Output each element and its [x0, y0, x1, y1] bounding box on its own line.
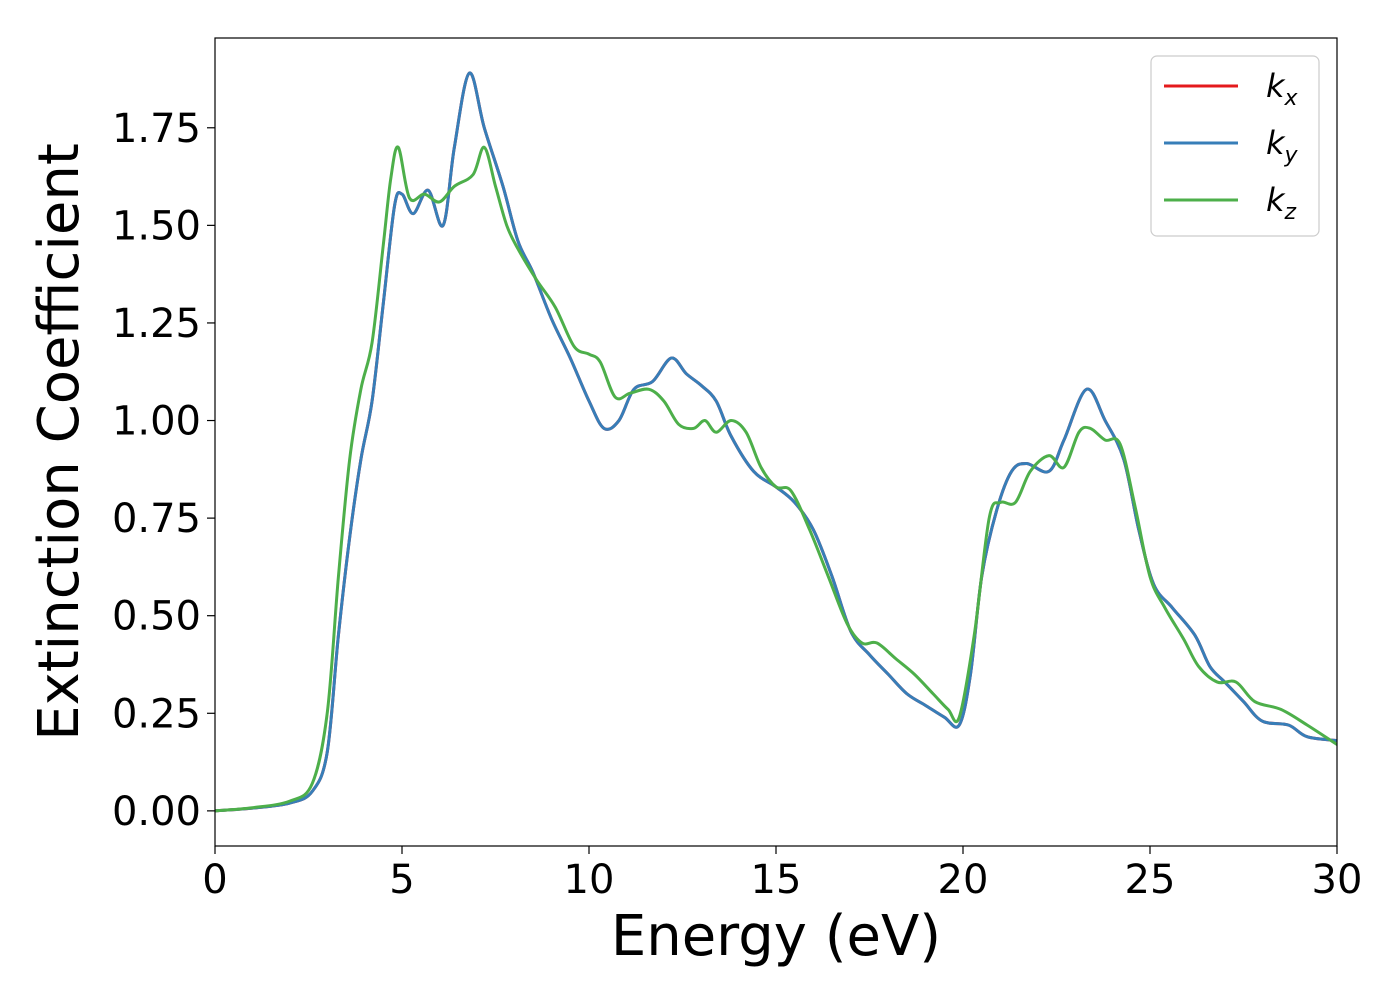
legend-label: kz — [1266, 181, 1297, 225]
y-tick-label: 1.50 — [112, 203, 201, 249]
x-tick-label: 10 — [564, 857, 615, 903]
x-axis-title: Energy (eV) — [611, 904, 941, 969]
y-tick-label: 1.75 — [112, 106, 201, 152]
y-tick-label: 0.00 — [112, 789, 201, 835]
series-line-k-z — [215, 145, 1337, 813]
x-tick-label: 25 — [1125, 857, 1176, 903]
y-tick-label: 0.50 — [112, 594, 201, 640]
y-axis-title: Extinction Coefficient — [27, 143, 92, 741]
y-tick-label: 1.00 — [112, 399, 201, 445]
series-lines — [215, 71, 1337, 813]
y-tick-label: 1.25 — [112, 301, 201, 347]
x-tick-label: 15 — [751, 857, 802, 903]
legend-box — [1150, 55, 1320, 237]
y-axis: 0.00 0.25 0.50 0.75 1.00 1.25 1.50 1.75 — [112, 106, 215, 835]
x-tick-label: 0 — [202, 857, 227, 903]
x-tick-label: 5 — [389, 857, 414, 903]
legend-label: ky — [1266, 124, 1299, 168]
legend: kx ky kz — [1150, 55, 1320, 237]
y-tick-label: 0.25 — [112, 691, 201, 737]
x-tick-label: 20 — [938, 857, 989, 903]
x-axis: 0 5 10 15 20 25 30 — [202, 846, 1362, 903]
y-tick-label: 0.75 — [112, 496, 201, 542]
x-tick-label: 30 — [1312, 857, 1363, 903]
legend-label: kx — [1266, 67, 1299, 111]
